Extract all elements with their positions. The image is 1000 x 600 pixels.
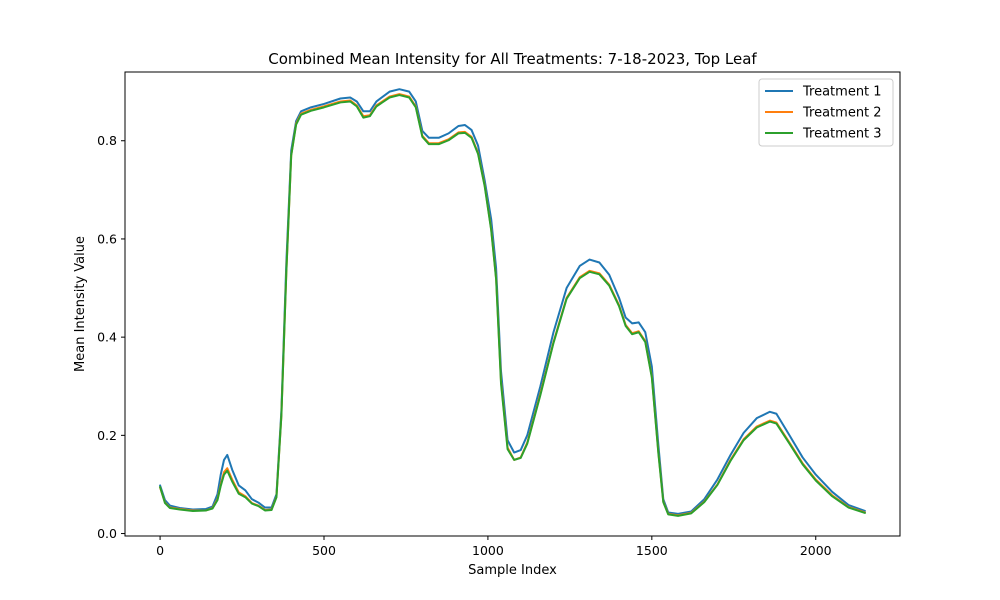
series-layer <box>159 88 866 517</box>
y-tick-label: 0.0 <box>97 526 117 541</box>
series-line-3 <box>159 94 866 517</box>
chart-title: Combined Mean Intensity for All Treatmen… <box>268 50 757 68</box>
legend-label-2: Treatment 2 <box>802 106 882 121</box>
y-tick-label: 0.8 <box>97 133 117 148</box>
x-axis-label: Sample Index <box>468 563 557 578</box>
y-tick-label: 0.6 <box>97 231 117 246</box>
plot-frame <box>124 71 901 537</box>
x-tick-label: 2000 <box>800 543 832 558</box>
x-tick-label: 0 <box>156 543 164 558</box>
legend: Treatment 1 Treatment 2 Treatment 3 <box>758 78 894 147</box>
legend-label-1: Treatment 1 <box>802 85 882 100</box>
x-tick-label: 1000 <box>472 543 504 558</box>
y-axis-ticks: 0.0 0.2 0.4 0.6 0.8 <box>97 133 125 541</box>
y-axis-label: Mean Intensity Value <box>73 236 88 372</box>
x-tick-label: 500 <box>312 543 336 558</box>
x-axis-ticks: 0 500 1000 1500 2000 <box>156 536 832 558</box>
series-line-1 <box>159 88 866 515</box>
y-tick-label: 0.2 <box>97 428 117 443</box>
legend-label-3: Treatment 3 <box>802 127 882 142</box>
x-tick-label: 1500 <box>636 543 668 558</box>
legend-box <box>758 78 894 147</box>
y-tick-label: 0.4 <box>97 330 117 345</box>
